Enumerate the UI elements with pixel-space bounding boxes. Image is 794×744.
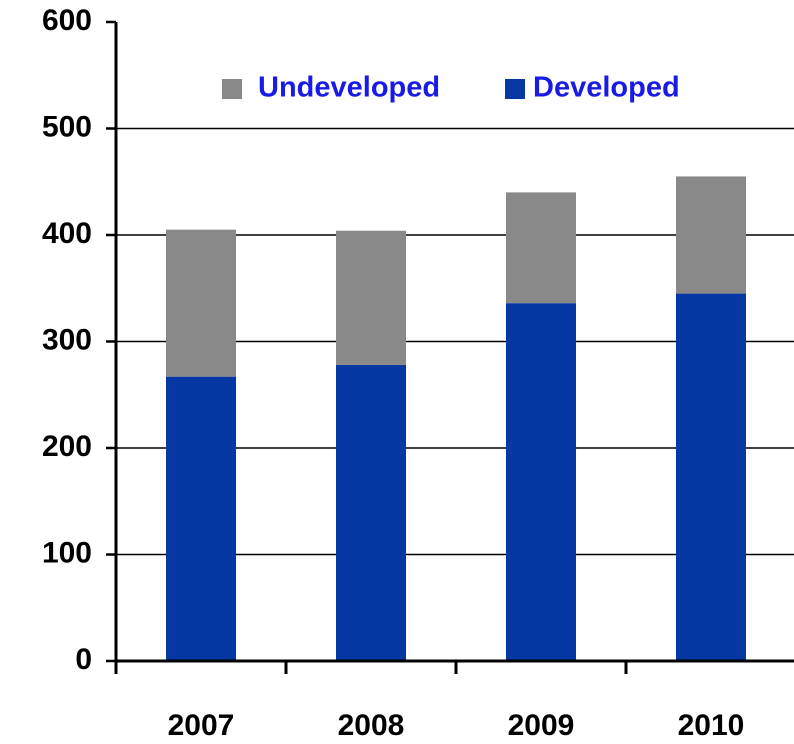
legend-swatch xyxy=(222,79,242,99)
x-tick-label: 2010 xyxy=(678,709,745,742)
y-tick-label: 0 xyxy=(75,643,92,676)
bar-segment xyxy=(506,303,576,661)
y-tick-label: 100 xyxy=(42,536,92,569)
y-tick-label: 600 xyxy=(42,4,92,37)
legend-label: Developed xyxy=(533,72,680,104)
y-tick-label: 500 xyxy=(42,110,92,143)
x-tick-label: 2009 xyxy=(508,709,575,742)
bar-segment xyxy=(336,364,406,661)
y-tick-label: 400 xyxy=(42,217,92,250)
legend-swatch xyxy=(505,79,525,99)
bar-segment xyxy=(506,192,576,304)
x-tick-label: 2007 xyxy=(168,709,235,742)
y-tick-label: 300 xyxy=(42,323,92,356)
bar-segment xyxy=(336,230,406,365)
bar-segment xyxy=(166,376,236,661)
y-tick-label: 200 xyxy=(42,430,92,463)
bar-segment xyxy=(676,293,746,661)
bar-segment xyxy=(676,176,746,294)
bar-segment xyxy=(166,229,236,377)
legend-label: Undeveloped xyxy=(258,72,440,104)
x-tick-label: 2008 xyxy=(338,709,405,742)
